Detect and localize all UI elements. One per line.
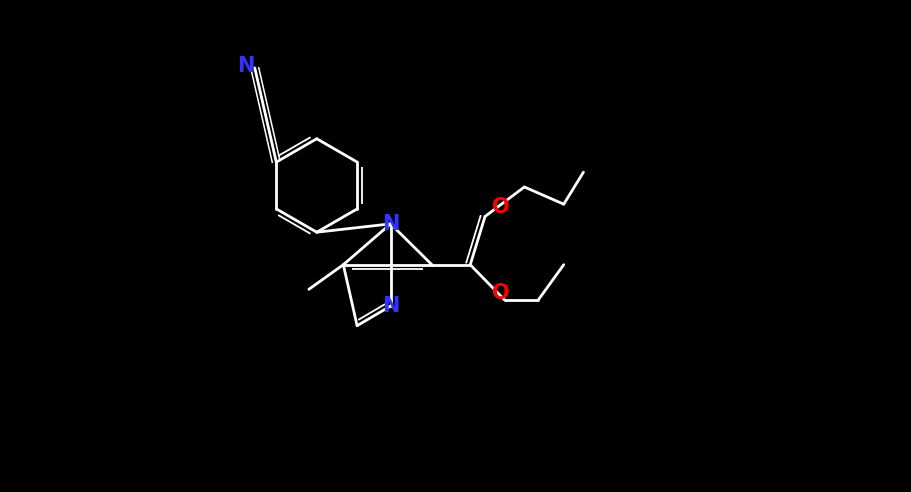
Text: N: N xyxy=(382,296,399,316)
Text: N: N xyxy=(382,214,399,234)
Text: O: O xyxy=(492,283,509,303)
Text: O: O xyxy=(492,197,509,216)
Text: N: N xyxy=(237,57,254,76)
